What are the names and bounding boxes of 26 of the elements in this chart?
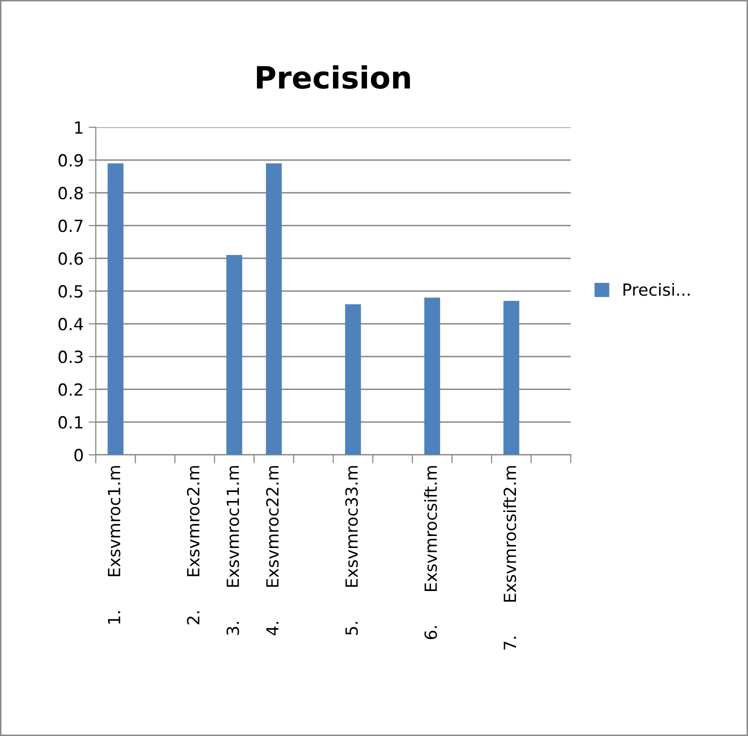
x-tick-label: 5. Exsvmroc33.m [345,466,358,635]
y-tick-label: 0.9 [58,154,83,167]
bar [503,300,520,455]
y-tick-label: 1 [75,122,82,134]
x-tick-label: 7. Exsvmrocsift2.m [503,466,516,650]
bar [226,255,242,455]
x-tick-label: 2. Exsvmroc2.m [186,466,200,624]
y-tick-label: 0 [74,448,83,462]
x-tick-label: 1. Exsvmroc1.m [108,466,120,624]
y-tick-label: 0.8 [58,186,83,200]
y-tick-label: 0.3 [58,350,83,364]
x-tick-label: 3. Exsvmroc11.m [226,466,240,635]
y-tick-label: 0.7 [58,220,83,232]
bar [108,163,124,455]
y-tick-label: 0.4 [58,318,84,330]
x-tick-label: 4. Exsvmroc22.m [266,466,279,636]
x-tick-label: 6. Exsvmrocsift.m [424,466,438,640]
y-tick-label: 0.5 [58,285,82,298]
y-tick-label: 0.2 [58,383,82,396]
bar [424,298,440,455]
bar [345,304,361,455]
y-tick-label: 0.6 [58,252,83,265]
bar [266,163,282,455]
y-tick-label: 0.1 [58,416,82,429]
chart-title: Precision [256,65,410,89]
legend-label: Precisi... [624,283,690,296]
